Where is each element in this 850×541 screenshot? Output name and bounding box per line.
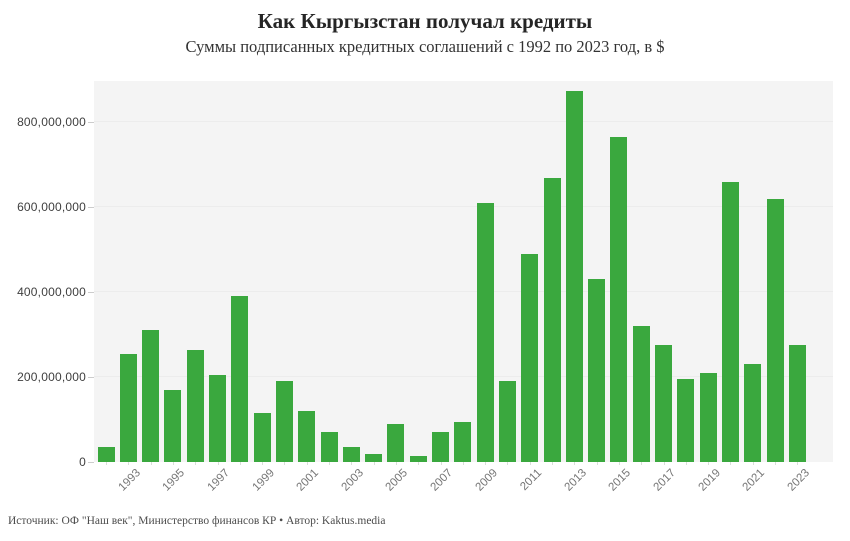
- plot-area: [94, 81, 833, 462]
- bar-2016: [632, 326, 650, 462]
- bar-2015: [610, 137, 628, 462]
- x-axis-tick: [373, 462, 375, 465]
- x-axis-label-1995: 1995: [160, 467, 188, 494]
- bar-2000: [275, 381, 293, 462]
- bar-2009: [476, 203, 494, 462]
- x-axis-tick: [150, 462, 152, 465]
- x-axis-tick: [172, 462, 174, 465]
- x-axis-label-2009: 2009: [473, 467, 500, 494]
- x-axis-label-1993: 1993: [116, 467, 143, 494]
- bar-2014: [588, 279, 606, 462]
- x-axis-tick: [775, 462, 776, 465]
- x-axis-tick: [239, 462, 241, 465]
- x-axis-tick: [708, 462, 710, 465]
- x-axis-tick: [596, 462, 598, 465]
- x-axis-label-2017: 2017: [651, 467, 678, 494]
- bar-2017: [655, 345, 672, 462]
- x-axis-tick: [306, 462, 308, 465]
- x-axis-label-2007: 2007: [428, 467, 455, 494]
- y-axis-label: 600,000,000: [17, 200, 86, 215]
- x-axis-label-2001: 2001: [294, 467, 322, 494]
- bar-2001: [298, 411, 316, 462]
- x-axis-tick: [663, 462, 665, 465]
- x-axis-label-2023: 2023: [785, 467, 812, 494]
- y-axis-tick: [88, 292, 94, 294]
- x-axis-tick: [618, 462, 620, 465]
- x-axis-tick: [195, 462, 197, 465]
- bar-2018: [677, 379, 695, 462]
- chart-title: Как Кыргызстан получал кредиты: [257, 9, 593, 33]
- x-axis-label-2021: 2021: [740, 467, 768, 494]
- x-axis-tick: [641, 462, 643, 465]
- chart-subtitle: Суммы подписанных кредитных соглашений с…: [185, 37, 665, 56]
- bar-2005: [387, 424, 405, 462]
- bar-2002: [320, 432, 338, 462]
- gridline-600000000: [94, 206, 833, 208]
- bar-1998: [231, 296, 249, 462]
- x-axis-tick: [217, 462, 219, 465]
- bar-1993: [119, 354, 137, 462]
- bar-2023: [788, 345, 806, 462]
- x-axis-tick: [351, 462, 353, 465]
- gridline-400000000: [94, 291, 833, 293]
- bar-1995: [164, 390, 182, 462]
- gridline-800000000: [94, 121, 833, 123]
- gridline-200000000: [94, 376, 833, 378]
- bar-2021: [744, 364, 762, 462]
- x-axis-tick: [730, 462, 732, 465]
- x-axis-tick: [485, 462, 487, 465]
- y-axis-tick: [88, 122, 94, 124]
- y-axis-label: 0: [79, 455, 86, 469]
- y-axis-tick: [88, 207, 94, 209]
- x-axis-tick: [262, 462, 264, 465]
- bar-2007: [432, 432, 449, 462]
- x-axis-label-2015: 2015: [606, 467, 634, 494]
- x-axis-label-2011: 2011: [518, 467, 545, 493]
- y-axis-tick: [88, 462, 94, 463]
- y-axis-label: 400,000,000: [17, 285, 86, 300]
- bar-2003: [342, 447, 360, 462]
- bar-2008: [454, 422, 472, 462]
- y-axis-tick: [88, 377, 94, 379]
- y-axis-label: 200,000,000: [17, 370, 86, 385]
- bar-1996: [186, 350, 204, 462]
- bar-2012: [543, 178, 561, 462]
- x-axis-tick: [462, 462, 464, 465]
- bar-1999: [253, 413, 271, 462]
- x-axis-tick: [418, 462, 420, 465]
- x-axis-tick: [574, 462, 576, 465]
- bar-2010: [498, 381, 516, 462]
- x-axis-tick: [797, 462, 799, 465]
- bar-2004: [365, 454, 383, 462]
- bar-1994: [142, 330, 160, 462]
- x-axis-tick: [440, 462, 442, 465]
- x-axis-label-1997: 1997: [205, 467, 232, 494]
- bar-2011: [521, 254, 539, 462]
- x-axis-label-2019: 2019: [696, 467, 723, 494]
- bar-2006: [409, 456, 427, 462]
- x-axis-label-2003: 2003: [339, 467, 366, 494]
- x-axis-tick: [507, 462, 509, 465]
- x-axis-tick: [685, 462, 687, 465]
- x-axis-tick: [395, 462, 397, 465]
- x-axis-label-2005: 2005: [383, 467, 411, 494]
- x-axis-tick: [329, 462, 330, 465]
- bar-2020: [721, 182, 739, 462]
- x-axis-tick: [752, 462, 754, 465]
- x-axis-tick: [529, 462, 531, 465]
- y-axis-label: 800,000,000: [17, 115, 86, 130]
- bar-2022: [766, 199, 784, 462]
- bar-2013: [565, 91, 583, 462]
- x-axis-tick: [552, 462, 553, 465]
- bar-2019: [699, 373, 717, 462]
- x-axis-tick: [106, 462, 107, 465]
- x-axis-label-2013: 2013: [562, 467, 589, 494]
- x-axis-tick: [284, 462, 286, 465]
- bar-1997: [209, 375, 226, 462]
- source-attribution: Источник: ОФ "Наш век", Министерство фин…: [8, 515, 386, 527]
- x-axis-label-1999: 1999: [250, 467, 277, 494]
- bar-1992: [97, 447, 115, 462]
- x-axis-tick: [128, 462, 130, 465]
